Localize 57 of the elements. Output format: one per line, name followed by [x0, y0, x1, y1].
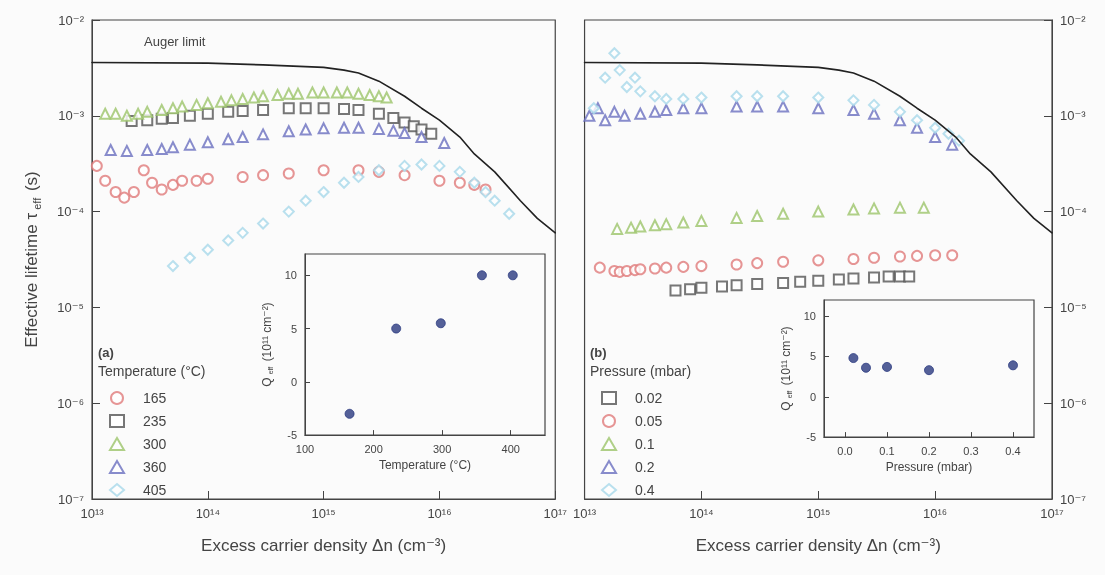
x-tick-label: 0.0	[837, 444, 853, 457]
legend-label: 0.4	[635, 482, 655, 498]
y-tick-label: 10⁻⁴	[57, 204, 84, 220]
y-tick-label: 10	[284, 269, 297, 282]
x-tick-label: 300	[432, 442, 452, 455]
x-tick-label: 10¹⁷	[1040, 506, 1065, 521]
y-tick-label: 0	[290, 375, 297, 388]
y-tick-label: 10⁻³	[58, 108, 85, 124]
x-axis-title: Temperature (°C)	[378, 458, 472, 472]
series-label: Auger limit	[144, 33, 206, 49]
y-tick-label: 10⁻³	[1060, 108, 1087, 124]
x-tick-label: 0.4	[1005, 444, 1021, 457]
x-tick-label: 0.3	[963, 444, 979, 457]
y-tick-label: 10⁻⁷	[57, 491, 85, 507]
x-tick-label: 10¹⁵	[806, 506, 831, 521]
legend-label: 0.2	[635, 459, 655, 475]
x-tick-label: 0.2	[921, 444, 937, 457]
y-tick-label: 10⁻⁴	[1060, 204, 1087, 220]
x-tick-label: 10¹³	[80, 506, 105, 521]
legend-label: 360	[143, 459, 167, 475]
x-tick-label: 10¹⁴	[195, 506, 220, 521]
annotation: (b)	[590, 345, 607, 360]
y-tick-label: 10⁻⁶	[1060, 395, 1087, 411]
legend-title: Pressure (mbar)	[590, 363, 692, 379]
legend-title: Temperature (°C)	[98, 363, 206, 379]
y-tick-label: 5	[290, 322, 297, 335]
y-tick-label: 5	[809, 350, 816, 363]
y-tick-label: 10⁻²	[1060, 12, 1087, 28]
x-tick-label: 200	[364, 442, 383, 455]
x-tick-label: 10¹³	[573, 506, 597, 521]
y-tick-label: -5	[287, 429, 297, 442]
y-axis-title: Effective lifetime τeff (s)	[22, 171, 43, 348]
y-tick-label: 10⁻⁵	[57, 299, 84, 315]
x-tick-label: 0.1	[879, 444, 895, 457]
y-tick-label: 10	[803, 310, 816, 323]
x-tick-label: 10¹⁶	[427, 506, 452, 521]
x-tick-label: 10¹⁷	[543, 506, 568, 521]
y-tick-label: -5	[806, 431, 816, 444]
y-tick-label: 10⁻⁶	[57, 395, 84, 411]
legend-label: 165	[143, 390, 167, 406]
x-tick-label: 10¹⁵	[311, 506, 336, 521]
x-axis-title: Excess carrier density Δn (cm⁻³)	[201, 536, 447, 555]
x-tick-label: 400	[501, 442, 520, 455]
y-tick-label: 0	[809, 390, 816, 403]
y-tick-label: 10⁻⁷	[1060, 491, 1087, 507]
y-tick-label: 10⁻⁵	[1060, 299, 1087, 315]
legend-label: 0.02	[635, 390, 663, 406]
x-tick-label: 10¹⁴	[689, 506, 714, 521]
x-axis-title: Pressure (mbar)	[885, 460, 973, 474]
annotation: (a)	[98, 345, 114, 360]
x-axis-title: Excess carrier density Δn (cm⁻³)	[695, 536, 941, 555]
x-tick-label: 100	[295, 442, 315, 455]
legend-label: 0.05	[635, 413, 663, 429]
legend-label: 405	[143, 482, 167, 498]
y-tick-label: 10⁻²	[58, 12, 85, 28]
legend-label: 235	[143, 413, 167, 429]
x-tick-label: 10¹⁶	[923, 506, 948, 521]
